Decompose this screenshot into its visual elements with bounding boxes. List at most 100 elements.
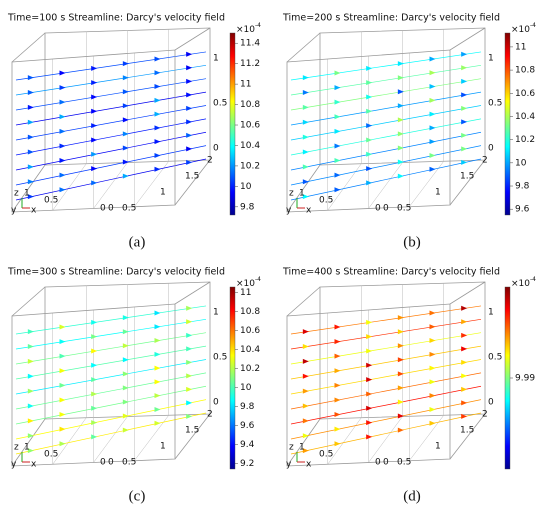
colorbar-tick-label: 10.6 xyxy=(515,89,535,99)
arrow xyxy=(186,119,193,125)
arrow xyxy=(27,149,34,155)
x-axis-label: 0.5 xyxy=(319,196,333,206)
arrow xyxy=(122,343,129,349)
streamline xyxy=(290,385,482,425)
x-axis-label: 0.5 xyxy=(319,450,333,460)
arrow xyxy=(366,377,373,383)
arrow xyxy=(429,406,436,412)
arrow xyxy=(302,104,309,110)
arrow xyxy=(91,334,98,340)
arrow xyxy=(302,344,309,350)
arrow xyxy=(397,89,404,95)
streamline xyxy=(290,359,482,395)
box-edge xyxy=(174,27,211,51)
triad-label: y xyxy=(286,460,292,470)
arrow xyxy=(366,166,373,172)
arrow xyxy=(154,70,161,76)
streamline xyxy=(290,78,482,111)
arrow xyxy=(334,172,341,178)
z-axis-label: 0 xyxy=(213,398,219,408)
arrow xyxy=(366,180,373,186)
arrow xyxy=(186,346,193,352)
grid-line xyxy=(134,29,169,208)
arrow xyxy=(122,159,129,165)
arrow xyxy=(186,319,193,325)
arrow xyxy=(429,365,436,371)
arrow xyxy=(397,131,404,137)
colorbar-exponent: ×10-4 xyxy=(511,276,536,289)
arrow xyxy=(334,426,341,432)
streamline xyxy=(290,412,482,455)
arrow xyxy=(334,114,341,120)
arrow xyxy=(154,152,161,158)
arrow xyxy=(154,310,161,316)
arrow xyxy=(122,371,129,377)
colorbar-tick-label: 10 xyxy=(240,383,252,393)
arrow xyxy=(397,75,404,81)
arrow xyxy=(334,128,341,134)
arrow xyxy=(397,145,404,151)
arrow xyxy=(59,441,66,447)
arrow xyxy=(154,324,161,330)
arrow xyxy=(186,159,193,165)
arrow xyxy=(122,61,129,67)
triad-label: y xyxy=(11,206,17,216)
exponent-base: ×10 xyxy=(236,279,255,289)
streamline xyxy=(15,332,207,365)
y-axis-label: 0.5 xyxy=(122,204,136,214)
colorbar-tick-label: 10.8 xyxy=(240,307,260,317)
arrow xyxy=(366,362,373,368)
streamline xyxy=(290,332,482,365)
arrow xyxy=(302,134,309,140)
arrow xyxy=(302,179,309,185)
arrow xyxy=(366,108,373,114)
colorbar-tick-label: 10.6 xyxy=(240,121,260,131)
arrow xyxy=(397,315,404,321)
arrow xyxy=(91,377,98,383)
z-axis-label: 1 xyxy=(488,308,494,318)
colorbar-tick-label: 10 xyxy=(515,158,527,168)
arrow xyxy=(186,305,193,311)
arrow xyxy=(334,85,341,91)
streamline xyxy=(15,158,207,201)
arrow xyxy=(186,65,193,71)
arrow xyxy=(27,119,34,125)
streamline xyxy=(15,372,207,410)
arrow xyxy=(186,413,193,419)
y-axis-label: 0.5 xyxy=(122,458,136,468)
streamline xyxy=(15,305,207,335)
grid-line xyxy=(52,31,87,212)
arrow xyxy=(186,105,193,111)
arrow xyxy=(334,70,341,76)
arrow xyxy=(366,94,373,100)
grid-line xyxy=(327,285,362,466)
colorbar-tick-label: 10.4 xyxy=(240,141,260,151)
arrow xyxy=(122,117,129,123)
arrow xyxy=(91,80,98,86)
arrow xyxy=(429,379,436,385)
arrow xyxy=(122,329,129,335)
arrow xyxy=(461,119,468,125)
x-axis-label: 0.5 xyxy=(44,196,58,206)
arrow xyxy=(429,338,436,344)
arrow xyxy=(429,139,436,145)
box-edge xyxy=(286,32,321,63)
colorbar-tick-label: 9.4 xyxy=(240,440,255,450)
arrow xyxy=(27,448,34,454)
arrow xyxy=(154,111,161,117)
streamline xyxy=(15,359,207,395)
arrow xyxy=(429,310,436,316)
box-edge xyxy=(286,286,321,317)
grid-line xyxy=(134,283,169,462)
x-axis-label: 0 xyxy=(100,458,106,468)
arrow xyxy=(461,346,468,352)
box-edge xyxy=(286,418,321,467)
arrow xyxy=(59,382,66,388)
x-axis-label: 0 xyxy=(375,204,381,214)
colorbar-exponent: ×10-4 xyxy=(511,22,536,35)
x-axis-label: 0 xyxy=(100,204,106,214)
arrow xyxy=(334,382,341,388)
colorbar-tick-label: 10.8 xyxy=(515,66,535,76)
y-axis-label: 2 xyxy=(482,410,488,420)
arrow xyxy=(59,412,66,418)
